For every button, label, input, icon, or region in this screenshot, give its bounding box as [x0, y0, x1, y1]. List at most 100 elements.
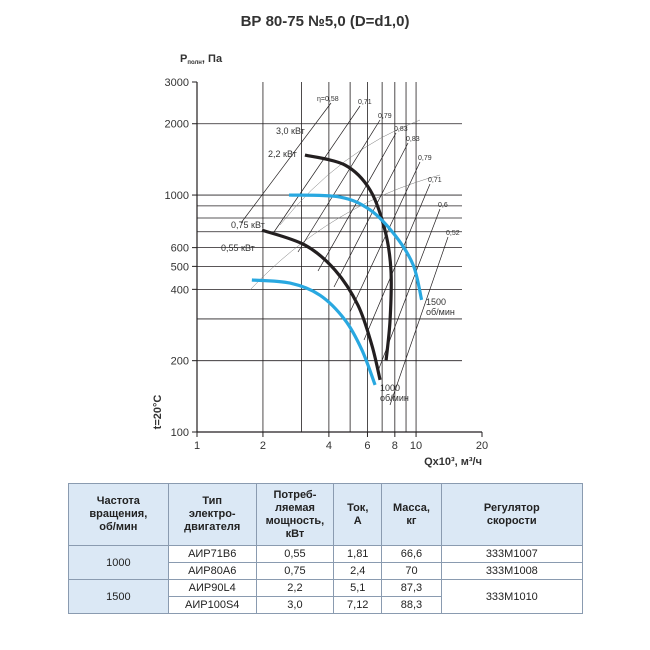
y-tick-label: 2000	[165, 119, 189, 131]
header-text: ляемая	[274, 501, 315, 514]
efficiency-lines: η=0,58 0,710,790,830,830,790,710,60,52	[240, 96, 460, 406]
x-tick-label: 8	[392, 440, 398, 452]
table-cell: 2,2	[255, 579, 335, 597]
header-text: Тип	[202, 495, 223, 507]
table-row: АИР80А6 0,75 2,4 70 333М1008	[69, 562, 584, 580]
speed-label: об/мин	[426, 307, 455, 317]
speed-label: об/мин	[380, 393, 409, 403]
table-cell: 333М1010	[440, 579, 584, 614]
speed-label: 1000	[380, 383, 400, 393]
chart: ВР 80-75 №5,0 (D=d1,0) Pполн, Па Qx10³, …	[152, 13, 489, 468]
efficiency-label: 0,79	[418, 155, 432, 162]
table-cell: 66,6	[381, 545, 442, 563]
header-text: Потреб-	[273, 488, 317, 501]
y-tick-label: 600	[171, 243, 189, 255]
side-label: t=20°C	[152, 395, 164, 430]
speed-label: 1500	[426, 297, 446, 307]
table-cell: 2,4	[333, 562, 383, 580]
header-text: об/мин	[99, 521, 138, 533]
grid: 1 2 4 6 8 10 20 100 200 400 500 600 1000 2000 3000	[165, 77, 489, 452]
efficiency-label: 0,79	[378, 113, 392, 120]
chart-title: ВР 80-75 №5,0 (D=d1,0)	[241, 13, 410, 30]
efficiency-line	[297, 119, 381, 253]
table-header: Частота вращения, об/мин Тип электро-двигате…	[68, 483, 584, 546]
header-text: Масса,	[392, 501, 430, 514]
y-label-main: P	[180, 53, 187, 65]
header-text: электро-	[188, 508, 236, 520]
header-cell: Тип электро-двигателя	[167, 483, 257, 546]
efficiency-label: 0,83	[406, 136, 420, 143]
table-cell: 1500	[68, 579, 169, 614]
motor-table: Частота вращения, об/мин Тип электро-двигате…	[68, 483, 584, 614]
efficiency-line	[333, 142, 409, 288]
efficiency-label: 0,52	[446, 230, 460, 237]
y-label-unit: , Па	[202, 53, 223, 65]
header-text: скорости	[486, 514, 537, 527]
header-cell: Потреб-ляемая мощность, кВт	[255, 483, 335, 546]
series-label: 0,75 кВт	[231, 220, 265, 230]
y-tick-label: 500	[171, 261, 189, 273]
y-tick-label: 400	[171, 284, 189, 296]
efficiency-label: 0,6	[438, 202, 448, 209]
table-cell: 87,3	[381, 579, 442, 597]
table-cell: АИР90L4	[167, 579, 257, 597]
table-cell: 5,1	[333, 579, 383, 597]
x-axis-label: Qx10³, м³/ч	[424, 456, 482, 468]
x-tick-label: 10	[410, 440, 422, 452]
header-cell: Ток, А	[333, 483, 383, 546]
efficiency-line	[273, 105, 361, 233]
table-cell: АИР100S4	[167, 596, 257, 614]
header-text: вращения,	[89, 508, 148, 520]
efficiency-label: 0,83	[394, 126, 408, 133]
header-cell: Масса, кг	[381, 483, 442, 546]
curve	[304, 153, 393, 361]
efficiency-label: η=0,58	[317, 96, 339, 103]
table-cell: 0,55	[255, 545, 335, 563]
curve	[288, 193, 424, 301]
table-row: 1500 АИР90L4 2,2 5,1 87,3 333М1010	[68, 579, 584, 614]
header-text: Ток,	[347, 501, 369, 514]
header-cell: Частота вращения, об/мин	[68, 483, 169, 546]
y-tick-label: 100	[171, 427, 189, 439]
series-label: 3,0 кВт	[276, 126, 305, 136]
series-label: 2,2 кВт	[268, 149, 297, 159]
table-row: АИР100S4 3,0 7,12 88,3	[69, 596, 583, 614]
power-arc	[279, 119, 421, 226]
header-text: мощность,	[265, 514, 325, 527]
header-text: кВт	[285, 527, 305, 540]
header-text: Регулятор	[483, 501, 540, 514]
table-cell: АИР80А6	[167, 562, 257, 580]
table-cell: 3,0	[255, 596, 335, 614]
header-text: двигателя	[184, 521, 241, 533]
series-label: 0,55 кВт	[221, 243, 255, 253]
table-cell: 7,12	[333, 596, 383, 614]
header-text: кг	[406, 514, 417, 527]
y-tick-label: 200	[171, 356, 189, 368]
table-cell: АИР71В6	[167, 545, 257, 563]
table-body: 1000 АИР71В6 0,55 1,81 66,6 333М1007 АИР80А6 0,…	[68, 545, 584, 614]
table-row: 1000 АИР71В6 0,55 1,81 66,6 333М1007	[68, 545, 584, 580]
power-arc	[249, 174, 441, 291]
y-axis-label: Pполн, Па	[180, 53, 223, 66]
table-cell: 333М1007	[440, 545, 584, 563]
y-label-sub: полн	[187, 60, 202, 66]
curve	[251, 278, 377, 386]
table-cell: 1000	[68, 545, 169, 580]
table-cell: 1,81	[333, 545, 383, 563]
x-tick-label: 20	[476, 440, 488, 452]
curve	[261, 228, 382, 381]
efficiency-line	[363, 183, 431, 341]
table-cell: 70	[381, 562, 442, 580]
x-tick-label: 4	[326, 440, 332, 452]
x-tick-label: 2	[260, 440, 266, 452]
x-tick-label: 6	[364, 440, 370, 452]
efficiency-line	[389, 236, 449, 406]
table-cell: 88,3	[381, 596, 442, 614]
x-tick-label: 1	[194, 440, 200, 452]
header-text: А	[353, 514, 362, 527]
table-cell: 333М1008	[440, 562, 584, 580]
y-tick-label: 3000	[165, 77, 189, 89]
y-tick-label: 1000	[165, 190, 189, 202]
